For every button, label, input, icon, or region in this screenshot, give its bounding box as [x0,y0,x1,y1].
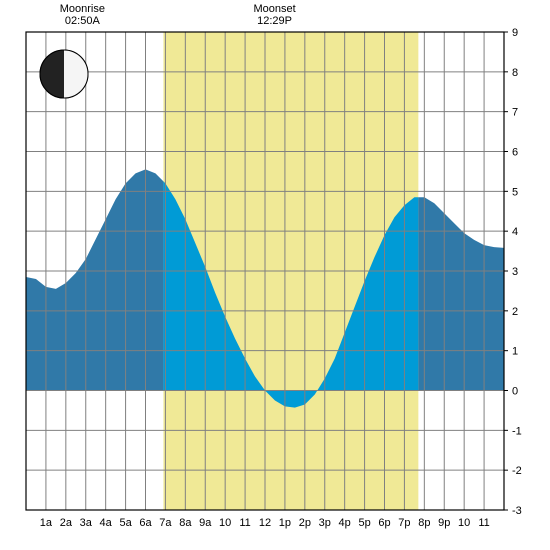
x-tick-label: 7p [398,517,410,529]
y-tick-label: -3 [512,505,522,517]
y-tick-label: 8 [512,67,518,79]
x-tick-label: 10 [219,517,231,529]
x-tick-label: 2a [60,517,73,529]
x-tick-label: 3a [80,517,93,529]
y-tick-label: -2 [512,465,522,477]
y-tick-label: 7 [512,107,518,119]
x-tick-label: 5p [358,517,370,529]
x-tick-label: 4a [100,517,113,529]
y-tick-label: 5 [512,186,518,198]
x-tick-label: 6p [378,517,390,529]
x-tick-label: 8a [179,517,192,529]
x-tick-label: 5a [119,517,132,529]
x-tick-label: 9a [199,517,212,529]
moonset-label: Moonset [253,3,295,15]
x-tick-label: 1p [279,517,291,529]
x-tick-label: 9p [438,517,450,529]
x-tick-label: 1a [40,517,53,529]
y-tick-label: 0 [512,386,518,398]
tide-chart: -3-2-101234567891a2a3a4a5a6a7a8a9a101112… [0,0,550,550]
y-tick-label: 1 [512,346,518,358]
y-tick-label: 4 [512,226,518,238]
moonset-time: 12:29P [257,15,292,27]
moonrise-time: 02:50A [65,15,101,27]
x-tick-label: 11 [239,517,250,529]
x-tick-label: 2p [299,517,311,529]
x-tick-label: 11 [478,517,489,529]
x-tick-label: 7a [159,517,172,529]
y-tick-label: -1 [512,425,522,437]
x-tick-label: 6a [139,517,152,529]
y-tick-label: 2 [512,306,518,318]
x-tick-label: 3p [319,517,331,529]
tide-chart-svg: -3-2-101234567891a2a3a4a5a6a7a8a9a101112… [0,0,550,550]
x-tick-label: 12 [259,517,271,529]
x-tick-label: 10 [458,517,470,529]
x-tick-label: 4p [339,517,351,529]
y-tick-label: 9 [512,27,518,39]
moonrise-label: Moonrise [60,3,105,15]
y-tick-label: 3 [512,266,518,278]
y-tick-label: 6 [512,147,518,159]
x-tick-label: 8p [418,517,430,529]
